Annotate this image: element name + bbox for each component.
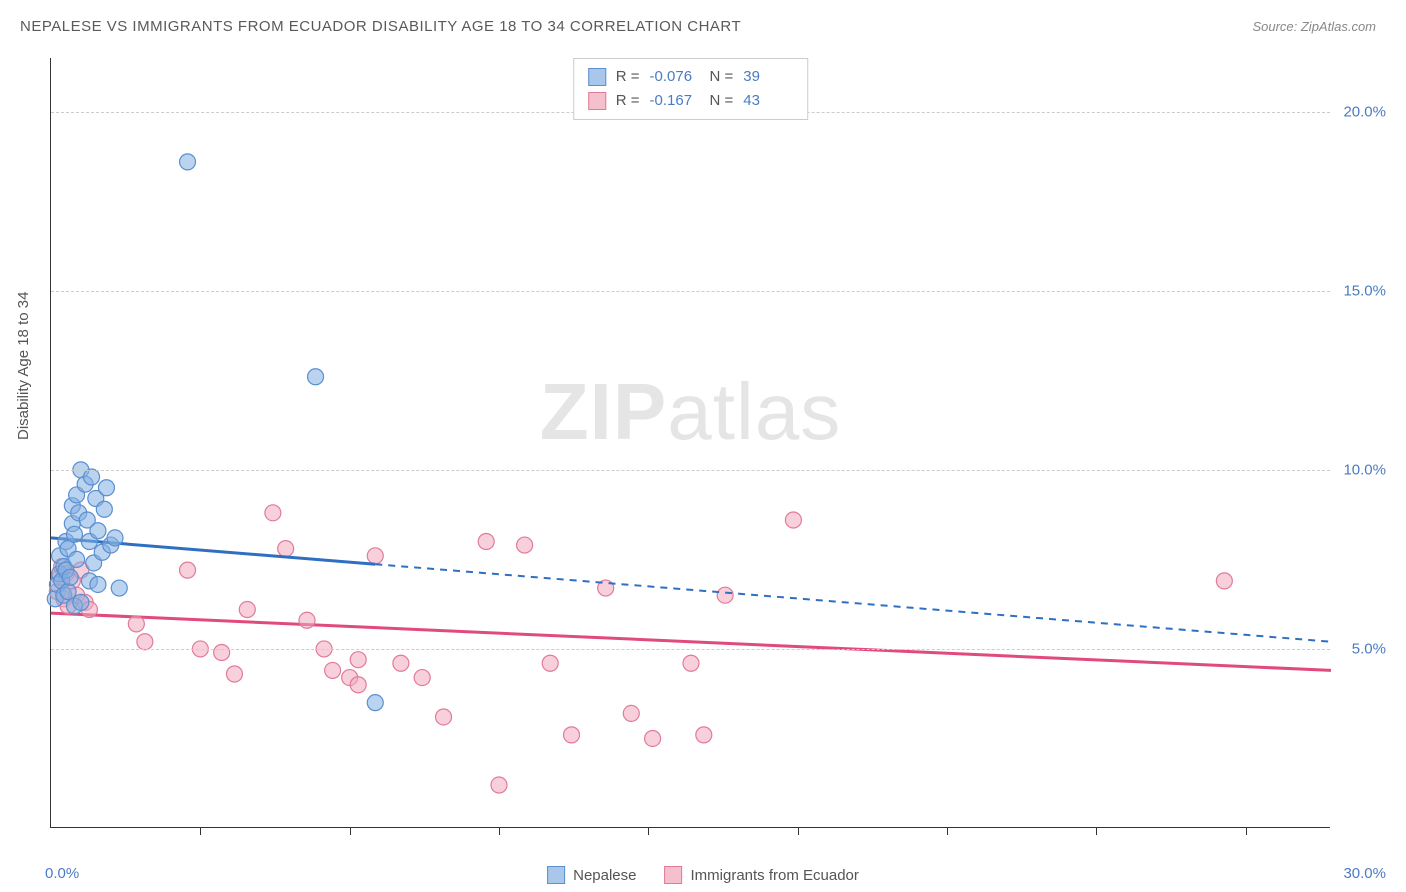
gridline <box>51 470 1330 471</box>
ecuador-point <box>278 541 294 557</box>
legend-swatch <box>547 866 565 884</box>
ecuador-point <box>478 533 494 549</box>
ecuador-point <box>214 645 230 661</box>
nepalese-point <box>90 576 106 592</box>
ecuador-point <box>226 666 242 682</box>
plot-area: ZIPatlas R =-0.076N =39R = -0.167N =43 <box>50 58 1330 828</box>
ecuador-point <box>325 662 341 678</box>
ecuador-point <box>137 634 153 650</box>
nepalese-point <box>111 580 127 596</box>
nepalese-point <box>73 594 89 610</box>
gridline <box>51 649 1330 650</box>
x-tick <box>648 827 649 835</box>
x-tick <box>947 827 948 835</box>
x-tick <box>200 827 201 835</box>
legend-swatch <box>588 68 606 86</box>
x-tick <box>798 827 799 835</box>
ecuador-point <box>436 709 452 725</box>
y-tick-label: 15.0% <box>1343 282 1386 299</box>
legend-swatch <box>588 92 606 110</box>
ecuador-point <box>542 655 558 671</box>
x-max-label: 30.0% <box>1343 865 1386 882</box>
ecuador-point <box>645 730 661 746</box>
nepalese-point <box>90 523 106 539</box>
chart-title: NEPALESE VS IMMIGRANTS FROM ECUADOR DISA… <box>20 18 741 35</box>
correlation-legend: R =-0.076N =39R = -0.167N =43 <box>573 58 809 120</box>
x-tick <box>1246 827 1247 835</box>
scatter-plot-svg <box>51 58 1330 827</box>
ecuador-point <box>128 616 144 632</box>
legend-row: R = -0.167N =43 <box>588 89 794 113</box>
ecuador-point <box>683 655 699 671</box>
legend-row: R =-0.076N =39 <box>588 65 794 89</box>
x-min-label: 0.0% <box>45 865 79 882</box>
ecuador-point <box>414 670 430 686</box>
gridline <box>51 291 1330 292</box>
nepalese-point <box>69 551 85 567</box>
ecuador-point <box>265 505 281 521</box>
ecuador-point <box>393 655 409 671</box>
nepalese-point <box>98 480 114 496</box>
x-tick <box>350 827 351 835</box>
legend-item: Nepalese <box>547 866 636 884</box>
x-tick <box>499 827 500 835</box>
ecuador-point <box>785 512 801 528</box>
nepalese-point <box>308 369 324 385</box>
ecuador-point <box>564 727 580 743</box>
legend-swatch <box>665 866 683 884</box>
ecuador-point <box>491 777 507 793</box>
ecuador-point <box>180 562 196 578</box>
nepalese-point <box>66 526 82 542</box>
ecuador-point <box>517 537 533 553</box>
source-label: Source: ZipAtlas.com <box>1252 19 1376 34</box>
ecuador-point <box>623 705 639 721</box>
ecuador-point <box>696 727 712 743</box>
ecuador-point <box>717 587 733 603</box>
ecuador-point <box>350 677 366 693</box>
y-tick-label: 10.0% <box>1343 461 1386 478</box>
series-legend: Nepalese Immigrants from Ecuador <box>547 866 859 884</box>
nepalese-point <box>107 530 123 546</box>
ecuador-point <box>299 612 315 628</box>
nepalese-point <box>367 695 383 711</box>
nepalese-point <box>96 501 112 517</box>
nepalese-point <box>60 584 76 600</box>
y-tick-label: 5.0% <box>1352 640 1386 657</box>
legend-item: Immigrants from Ecuador <box>665 866 859 884</box>
y-tick-label: 20.0% <box>1343 103 1386 120</box>
nepalese-regression-dashed <box>375 564 1331 642</box>
ecuador-point <box>1216 573 1232 589</box>
y-axis-label: Disability Age 18 to 34 <box>15 292 32 440</box>
legend-label: Nepalese <box>573 867 636 884</box>
ecuador-point <box>239 602 255 618</box>
nepalese-point <box>84 469 100 485</box>
legend-label: Immigrants from Ecuador <box>691 867 859 884</box>
ecuador-point <box>367 548 383 564</box>
x-tick <box>1096 827 1097 835</box>
nepalese-point <box>180 154 196 170</box>
ecuador-point <box>350 652 366 668</box>
nepalese-point <box>62 569 78 585</box>
